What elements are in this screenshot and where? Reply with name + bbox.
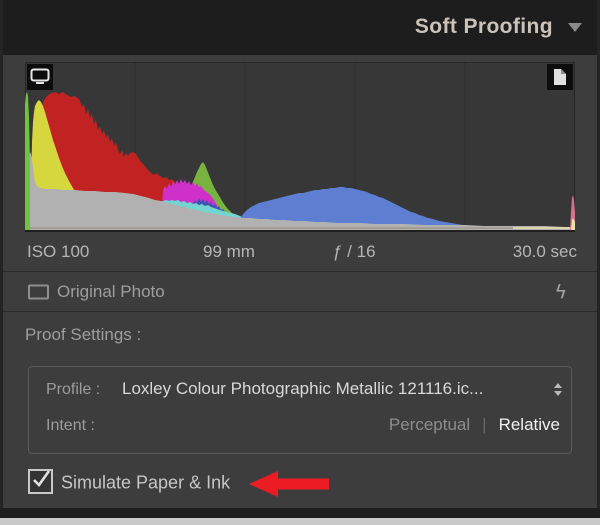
profile-value-dropdown[interactable]: Loxley Colour Photographic Metallic 1211… [122, 379, 484, 398]
histogram-layer-blue-hump [235, 187, 530, 230]
histogram-layer-gray-all-channels [25, 152, 575, 230]
original-photo-label: Original Photo [57, 281, 165, 301]
intent-label: Intent : [46, 417, 95, 434]
simulate-checkbox[interactable] [28, 469, 53, 494]
aperture-value: ƒ / 16 [333, 241, 376, 261]
panel-bottom-border [0, 508, 600, 518]
collapse-triangle-icon[interactable] [568, 23, 582, 32]
histogram-layer-baseline [25, 227, 575, 229]
intent-option-perceptual[interactable]: Perceptual [388, 415, 471, 434]
proof-settings-label: Proof Settings : [25, 325, 142, 344]
shadow-clipping-indicator[interactable] [27, 64, 53, 90]
intent-separator: | [482, 415, 487, 434]
intent-option-relative[interactable]: Relative [498, 415, 560, 434]
proof-settings-group: Profile : Loxley Colour Photographic Met… [28, 366, 572, 454]
focal-length-value: 99 mm [203, 241, 255, 261]
simulate-row: Simulate Paper & Ink [3, 458, 597, 508]
histogram-layer-edge-spike-cream [571, 218, 575, 230]
panel-header[interactable]: Soft Proofing [0, 0, 600, 55]
iso-value: ISO 100 [27, 241, 90, 261]
document-icon [554, 69, 566, 85]
exif-row: ISO 100 99 mm ƒ / 16 30.0 sec [3, 232, 597, 272]
panel-left-border [0, 0, 3, 518]
intent-options: Perceptual | Relative [389, 415, 560, 435]
proof-settings-header: Proof Settings : [3, 312, 141, 358]
histogram-plot [25, 62, 575, 230]
profile-label: Profile : [46, 381, 101, 398]
monitor-icon [30, 68, 50, 84]
shutter-speed-value: 30.0 sec [512, 241, 577, 261]
red-arrow-annotation [249, 471, 329, 497]
page-background-strip [0, 518, 600, 525]
highlight-clipping-indicator[interactable] [547, 64, 573, 90]
histogram[interactable] [25, 62, 575, 232]
simulate-label: Simulate Paper & Ink [61, 472, 231, 493]
checkmark-icon [33, 470, 51, 488]
original-photo-row[interactable]: Original Photo ϟ [3, 272, 597, 312]
histogram-layer-green-edge-spike [25, 92, 30, 230]
panel-right-border [597, 0, 600, 518]
lightning-bolt-icon: ϟ [554, 280, 567, 303]
panel-title: Soft Proofing [414, 15, 553, 38]
histogram-layer-baseline-bright [513, 227, 575, 229]
preview-swatch-icon [28, 284, 49, 299]
dropdown-arrows-icon[interactable] [554, 383, 562, 396]
